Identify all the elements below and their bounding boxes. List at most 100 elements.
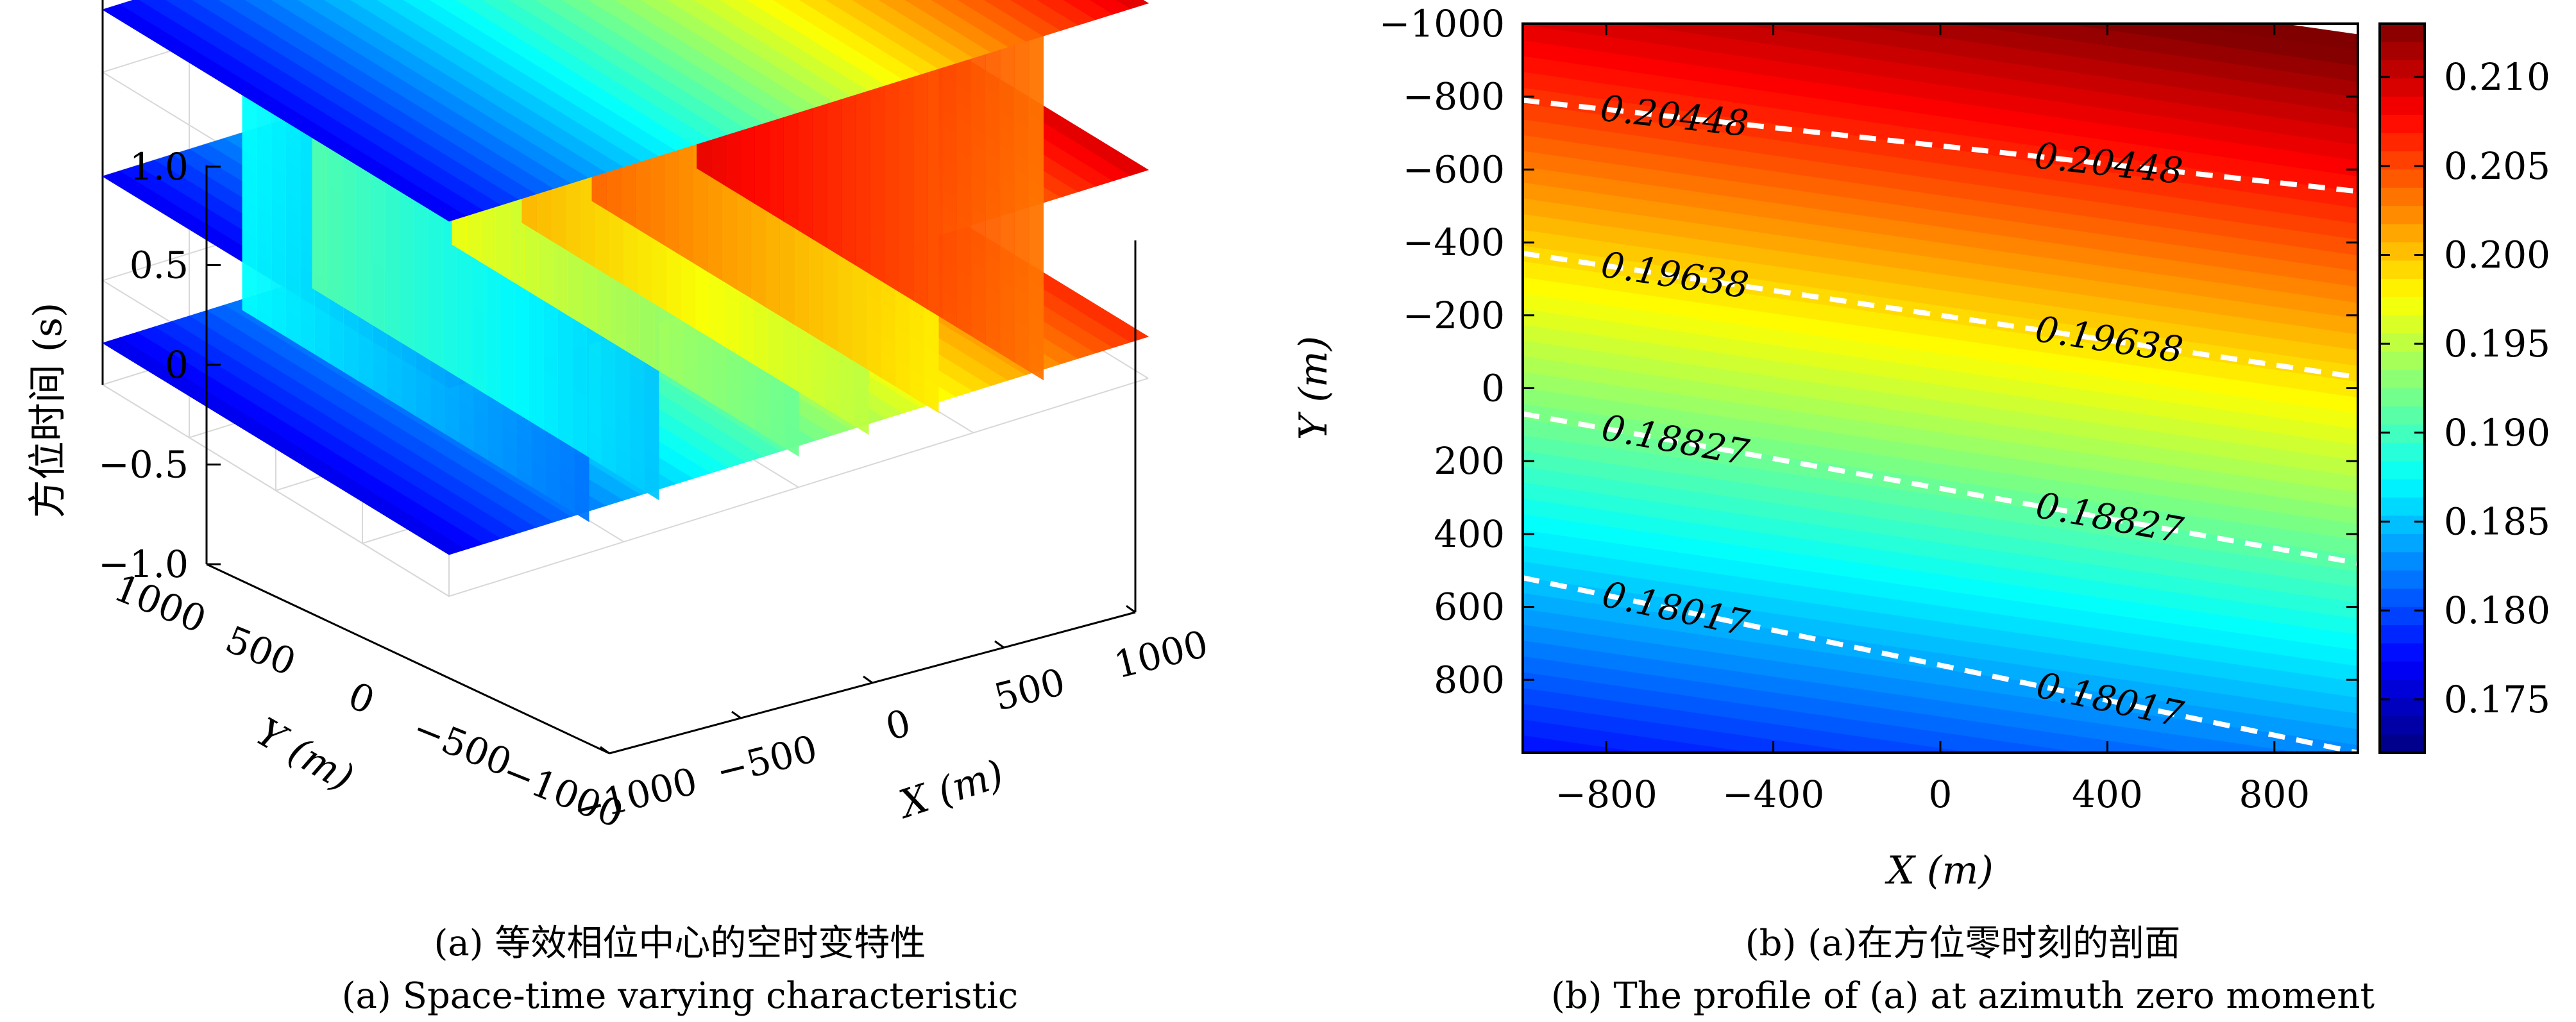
colorbar-segment [2380,351,2425,371]
colorbar-segment [2380,370,2425,389]
colorbar-segment [2380,151,2425,171]
colorbar-segment [2380,406,2425,426]
heatmap-y-tick-label: 800 [1434,658,1505,701]
colorbar-segment [2380,680,2425,699]
heatmap-band [1523,230,2358,367]
colorbar-segment [2380,515,2425,535]
heatmap-band [1523,608,2358,746]
colorbar-segment [2380,461,2425,480]
colorbar-segment [2380,42,2425,61]
heatmap-x-tick-label: 0 [1929,773,1953,816]
colorbar-segment [2380,169,2425,188]
heatmap-y-tick-label: −200 [1403,294,1505,337]
heatmap-band [1523,703,1863,753]
y-ticks: −1000 −800 −600 −400 −200 0 200 400 600 800 [1379,2,2358,701]
heatmap-band [1523,198,2358,335]
y-tick-label: 0 [343,674,381,723]
colorbar-tick-label: 0.175 [2444,678,2550,721]
colorbar-segment [2380,187,2425,207]
z-tick-label: 0.5 [130,244,189,287]
colorbar-segment [2380,533,2425,553]
heatmap-x-tick-label: −400 [1722,773,1824,816]
heatmap-band [1523,182,2358,319]
x-tick-label: 0 [881,701,915,749]
caption-a-zh: (a) 等效相位中心的空时变特性 [434,923,926,964]
heatmap-band [1523,656,2192,753]
heatmap-band [1523,561,2358,699]
x-axis-label: X (m) [892,751,1009,828]
colorbar-segment [2380,442,2425,462]
z-axis-label: 方位时间 (s) [26,303,71,519]
z-tick-label: −0.5 [98,443,189,487]
heatmap-y-tick-label: 200 [1434,439,1505,483]
heatmap-band [1523,514,2358,651]
heatmap-band [1523,719,1753,753]
colorbar-segment [2380,96,2425,116]
colorbar-segment [2380,115,2425,134]
heatmap-x-tick-label: 800 [2239,773,2310,816]
z-tick-label: 0 [165,343,189,387]
colorbar-tick-label: 0.200 [2444,233,2550,277]
y-tick-label: −500 [407,706,518,785]
colorbar-segment [2380,589,2425,608]
heatmap-band [1523,387,2358,525]
heatmap-band [1523,308,2358,446]
heatmap-band [1523,40,2358,178]
x-tick-label: −1000 [569,759,702,832]
heatmap-band [1523,577,2358,714]
3d-axes [205,165,1136,755]
colorbar-segment [2380,78,2425,97]
colorbar-segment [2380,278,2425,298]
heatmap-band [1523,293,2358,430]
z-tick-label: −1.0 [98,542,189,586]
x-tick-label: −500 [712,726,822,794]
heatmap-band [1523,498,2358,635]
heatmap-band [1523,72,2358,209]
heatmap-y-tick-label: −600 [1403,147,1505,191]
colorbar-segment [2380,498,2425,517]
colorbar-segment [2380,625,2425,644]
heatmap-band [1523,277,2358,414]
heatmap-y-tick-label: −1000 [1379,2,1505,46]
heatmap-band [1523,467,2358,604]
heatmap-band [1523,261,2358,399]
colorbar-tick-label: 0.180 [2444,589,2550,632]
colorbar-segment [2380,734,2425,753]
heatmap-y-tick-label: 0 [1481,367,1505,410]
heatmap-band [1523,593,2358,730]
heatmap-x-axis-label: X (m) [1885,848,1994,893]
heatmap-y-tick-label: 400 [1434,512,1505,556]
heatmap-band [1523,672,2082,753]
heatmap-band [1523,56,2358,193]
heatmap-band [1523,530,2358,667]
heatmap-band [1523,151,2358,288]
caption-b-en: (b) The profile of (a) at azimuth zero m… [1551,975,2375,1017]
colorbar-frame [2378,22,2426,754]
heatmap-band [1523,135,2358,272]
heatmap-y-tick-label: −400 [1403,221,1505,264]
colorbar-segment [2380,698,2425,717]
x-ticks: −800 −400 0 400 800 [1555,24,2310,816]
heatmap-band [1523,214,2358,351]
heatmap-band [1523,546,2358,683]
x-tick-label: 500 [990,660,1069,719]
heatmap-band [1523,641,2301,753]
y-tick-label: 500 [219,617,301,685]
colorbar-segment [2380,224,2425,244]
colorbar-tick-label: 0.205 [2444,144,2550,188]
colorbar-segment [2380,552,2425,571]
heatmap-band [1523,735,1643,753]
colorbar-segment [2380,297,2425,316]
heatmap-band [1523,103,2358,240]
colorbar-segment [2380,388,2425,407]
caption-b-zh: (b) (a)在方位零时刻的剖面 [1745,923,2180,964]
colorbar-segment [2380,570,2425,590]
heatmap-band [1523,688,1972,753]
colorbar-segment [2380,643,2425,662]
colorbar-segment [2380,424,2425,444]
heatmap-x-tick-label: −800 [1555,773,1657,816]
slice-z-top [101,0,1149,222]
heatmap-x-tick-label: 400 [2072,773,2143,816]
